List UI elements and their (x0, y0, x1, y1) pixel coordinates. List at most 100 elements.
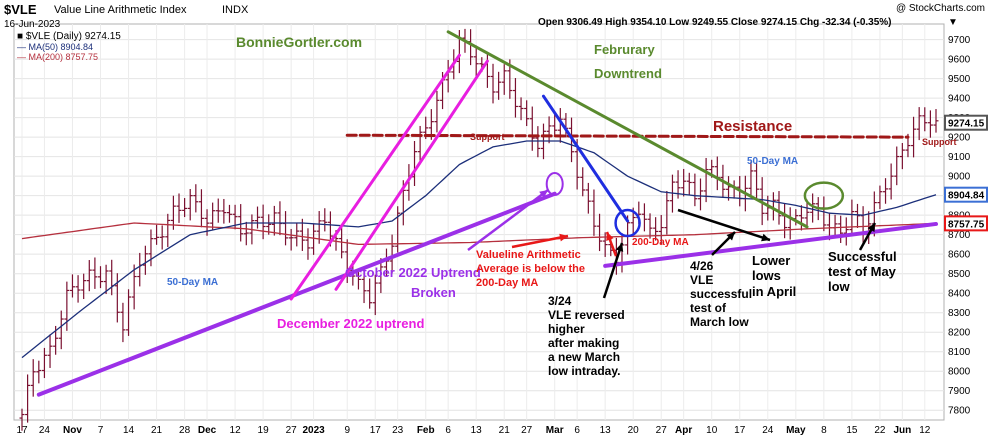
black-arrow-april (677, 208, 771, 242)
black-arrow-4-26-head (726, 232, 735, 241)
annotation-text: Broken (411, 285, 456, 300)
annotation-text: Februrary (594, 42, 655, 57)
black-arrow-march-head (615, 243, 624, 252)
price-bar (849, 199, 855, 236)
x-tick-label: 27 (656, 425, 668, 436)
price-bar (103, 264, 109, 295)
price-bar (529, 106, 535, 151)
blue-circle (614, 208, 641, 238)
price-bar (131, 264, 137, 310)
exchange: INDX (222, 4, 249, 16)
green-circle (803, 181, 845, 210)
x-tick-label: 24 (39, 425, 51, 436)
last-price-label: 9274.15 (944, 114, 988, 131)
black-arrow-march-shaft (602, 242, 624, 299)
price-bar (198, 189, 204, 228)
annotation-text: Lower (752, 253, 790, 268)
y-tick-label: 9500 (948, 74, 971, 85)
black-arrow-may-head (867, 223, 875, 232)
price-bar (58, 310, 64, 350)
annotation-text: low (828, 279, 851, 294)
price-bar (703, 157, 709, 203)
february-downtrend-line (446, 30, 809, 229)
price-bar (148, 229, 154, 267)
price-bar (798, 205, 804, 231)
x-tick-label: 24 (762, 425, 774, 436)
price-bar (81, 273, 87, 300)
red-arrow-short-head (606, 232, 614, 241)
annotation-text: Valueline Arithmetic (476, 249, 581, 261)
price-bar (681, 168, 687, 197)
y-tick-label: 8100 (948, 347, 971, 358)
price-bar (114, 273, 120, 323)
x-tick-label: 13 (600, 425, 612, 436)
x-tick-label: 27 (521, 425, 533, 436)
ma50-price-label-text: 8904.84 (948, 191, 985, 202)
annotation-text: 50-Day MA (167, 277, 218, 288)
price-bar (496, 71, 502, 100)
price-bar (888, 163, 894, 200)
price-bar (126, 289, 132, 336)
annotation-text: Support (470, 132, 505, 142)
ma200-price-label: 8757.75 (944, 215, 988, 232)
annotation-text: October 2022 Uptrend (345, 265, 481, 280)
annotation-text: 4/26 (690, 259, 714, 273)
price-bar (389, 234, 395, 274)
x-tick-label: 9 (344, 425, 350, 436)
y-tick-label: 9600 (948, 55, 971, 66)
price-bar (552, 113, 558, 138)
ma200-price-label-box (944, 215, 988, 232)
december-2022-uptrend-line-a (289, 53, 461, 301)
y-tick-label: 8600 (948, 250, 971, 261)
price-bar (25, 374, 31, 423)
price-bar (187, 189, 193, 221)
price-bar (260, 204, 266, 240)
x-tick-label: 12 (230, 425, 242, 436)
price-bar (546, 116, 552, 144)
x-tick-label: Apr (675, 425, 692, 436)
ma50-price-label-box (944, 186, 988, 203)
price-bar (894, 146, 900, 186)
price-bar (838, 215, 844, 244)
y-tick-label: 8000 (948, 367, 971, 378)
x-tick-label: 20 (628, 425, 640, 436)
ma200-price-label-text: 8757.75 (948, 219, 985, 230)
x-tick-label: 15 (846, 425, 858, 436)
price-bar (922, 107, 928, 132)
price-bar (182, 198, 188, 218)
y-tick-label: 9200 (948, 133, 971, 144)
copyright: @ StockCharts.com (896, 3, 985, 14)
annotation-text: 50-Day MA (747, 156, 798, 167)
chart-date: 16-Jun-2023 (4, 19, 61, 30)
annotation-layer: BonnieGortler.com Februrary Downtrend Resis… (167, 34, 957, 378)
price-bar (417, 125, 423, 165)
price-bar (911, 116, 917, 158)
annotation-text: Downtrend (594, 66, 662, 81)
price-bar (927, 110, 933, 138)
y-tick-label: 8700 (948, 230, 971, 241)
price-bar (221, 198, 227, 224)
series-layer (19, 28, 939, 431)
price-bar (641, 203, 647, 232)
price-bar (305, 228, 311, 260)
price-bar (271, 205, 277, 236)
price-bar (47, 334, 53, 368)
price-bar (664, 190, 670, 235)
december-2022-uptrend-line-b (334, 59, 489, 291)
x-tick-label: 23 (392, 425, 404, 436)
price-bar (854, 203, 860, 228)
price-bar (299, 218, 305, 251)
annotation-text: Support (922, 137, 957, 147)
legend-ma200: — MA(200) 8757.75 (17, 52, 98, 62)
price-bar (501, 64, 507, 95)
x-tick-label: 10 (706, 425, 718, 436)
black-arrow-4-26 (711, 231, 736, 256)
price-bar (512, 78, 518, 118)
x-tick-label: 27 (286, 425, 298, 436)
purple-arrow-head (539, 190, 548, 198)
price-bar (311, 223, 317, 255)
black-arrow-may (858, 222, 877, 251)
price-bar (653, 217, 659, 241)
x-tick-label: 28 (179, 425, 191, 436)
